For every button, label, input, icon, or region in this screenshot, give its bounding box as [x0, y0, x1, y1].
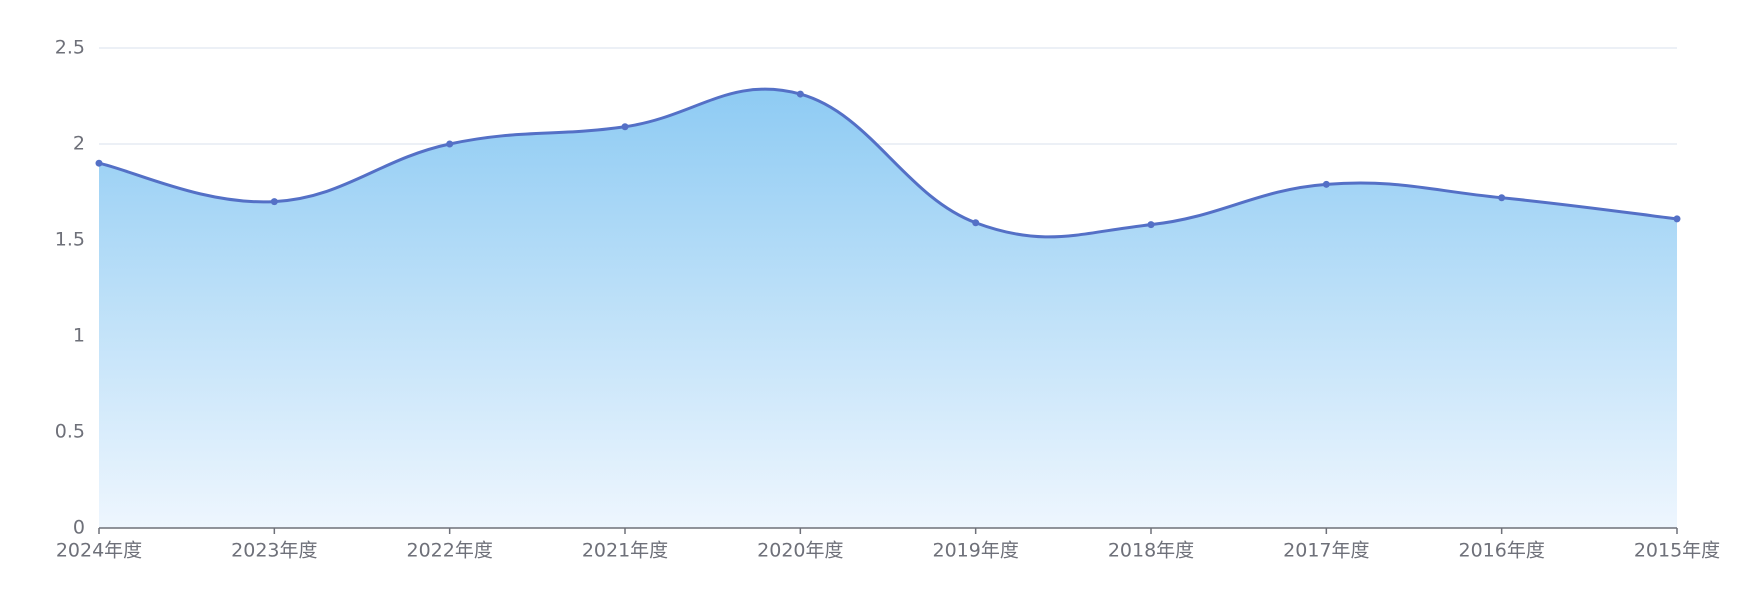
- point: [796, 90, 804, 98]
- x-tick-label: 2024年度: [56, 540, 142, 562]
- x-tick-label: 2020年度: [757, 540, 843, 562]
- x-tick-label: 2021年度: [582, 540, 668, 562]
- y-tick-label: 2: [73, 133, 85, 155]
- point: [1673, 215, 1681, 223]
- y-tick-label: 2.5: [55, 37, 85, 59]
- x-tick-label: 2022年度: [406, 540, 492, 562]
- point: [621, 123, 629, 131]
- point: [1322, 180, 1330, 188]
- x-tick-label: 2015年度: [1634, 540, 1720, 562]
- x-tick-label: 2023年度: [231, 540, 317, 562]
- point: [270, 198, 278, 206]
- x-tick-label: 2017年度: [1283, 540, 1369, 562]
- y-tick-label: 1.5: [55, 229, 85, 251]
- line: [98, 87, 1678, 239]
- y-tick-label: 0.5: [55, 421, 85, 443]
- y-tick-label: 0: [73, 517, 85, 539]
- x-tick-label: 2018年度: [1108, 540, 1194, 562]
- y-tick-label: 1: [73, 325, 85, 347]
- x-tick-label: 2019年度: [932, 540, 1018, 562]
- point: [1147, 221, 1155, 229]
- point: [95, 159, 103, 167]
- x-tick-label: 2016年度: [1458, 540, 1544, 562]
- point: [1498, 194, 1506, 202]
- area: [99, 89, 1677, 529]
- point: [972, 219, 980, 227]
- point: [446, 140, 454, 148]
